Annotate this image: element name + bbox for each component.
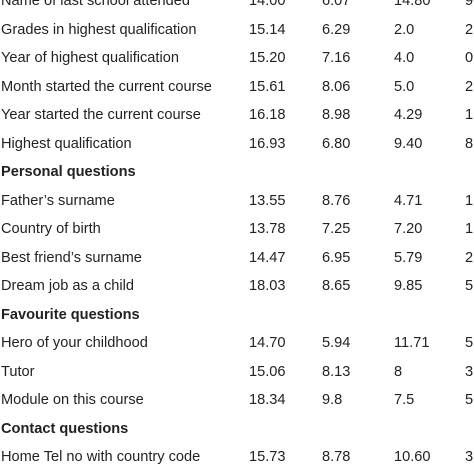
table-row: Module on this course 18.34 9.8 7.5 5 xyxy=(0,386,474,415)
value-cell-3: 4.29 xyxy=(394,107,423,123)
row-label: Home Tel no with country code xyxy=(1,449,201,465)
value-cell-3: 5.0 xyxy=(394,78,415,95)
value-cell-2: 8.98 xyxy=(322,107,351,123)
value-cell-4: 3 xyxy=(465,449,474,465)
value-cell-2: 6.80 xyxy=(322,135,351,152)
section-title: Personal questions xyxy=(1,164,136,180)
row-label: Year started the current course xyxy=(1,107,201,123)
value-cell-1: 14.47 xyxy=(249,249,286,266)
value-cell-1: 13.55 xyxy=(249,192,286,209)
value-cell-1: 14.70 xyxy=(249,335,286,351)
value-cell-4: 5.31 xyxy=(465,335,474,351)
value-cell-2: 9.8 xyxy=(322,392,343,408)
value-cell-3: 4.0 xyxy=(394,50,415,66)
table-row: Country of birth 13.78 7.25 7.20 1.37 xyxy=(0,215,474,244)
value-cell-1: 15.61 xyxy=(249,78,286,95)
value-cell-1: 14.00 xyxy=(249,0,286,9)
value-cell-4: 2.47 xyxy=(465,21,474,38)
section-header-row: Favourite questions xyxy=(0,301,474,330)
value-cell-4: 1.26 xyxy=(465,192,474,209)
section-header-row: Contact questions xyxy=(0,415,474,444)
value-cell-3: 9.40 xyxy=(394,135,423,152)
table-row: Home Tel no with country code 15.73 8.78 10… xyxy=(0,443,474,472)
value-cell-1: 15.06 xyxy=(249,363,286,380)
table-row: Tutor 15.06 8.13 8 3.48 xyxy=(0,358,474,387)
value-cell-2: 6.29 xyxy=(322,21,351,38)
table-row: Best friend’s surname 14.47 6.95 5.79 2.57 xyxy=(0,244,474,273)
value-cell-1: 16.18 xyxy=(249,107,286,123)
table-row: Year of highest qualification 15.20 7.16 4.… xyxy=(0,44,474,73)
value-cell-3: 4.71 xyxy=(394,192,423,209)
value-cell-4: 2.57 xyxy=(465,249,474,266)
row-label: Highest qualification xyxy=(1,135,132,152)
value-cell-4: 9.38 xyxy=(465,0,474,9)
value-cell-2: 5.94 xyxy=(322,335,351,351)
value-cell-4: 0 xyxy=(465,50,474,66)
value-cell-4: 5.24 xyxy=(465,278,474,294)
value-cell-4: 1.37 xyxy=(465,221,474,237)
value-cell-2: 8.78 xyxy=(322,449,351,465)
table-row: Year started the current course 16.18 8.98… xyxy=(0,101,474,130)
value-cell-3: 9.85 xyxy=(394,278,423,294)
row-label: Country of birth xyxy=(1,221,101,237)
value-cell-2: 7.25 xyxy=(322,221,351,237)
value-cell-3: 5.79 xyxy=(394,249,423,266)
section-title: Favourite questions xyxy=(1,306,140,323)
value-cell-3: 7.5 xyxy=(394,392,415,408)
table-row: Dream job as a child 18.03 8.65 9.85 5.24 xyxy=(0,272,474,301)
value-cell-4: 5 xyxy=(465,392,474,408)
value-cell-3: 2.0 xyxy=(394,21,415,38)
section-header-row: Personal questions xyxy=(0,158,474,187)
value-cell-1: 18.03 xyxy=(249,278,286,294)
value-cell-3: 8 xyxy=(394,363,403,380)
row-label: Father’s surname xyxy=(1,192,115,209)
value-cell-1: 15.20 xyxy=(249,50,286,66)
value-cell-2: 8.06 xyxy=(322,78,351,95)
row-label: Year of highest qualification xyxy=(1,50,179,66)
row-label: Hero of your childhood xyxy=(1,335,148,351)
value-cell-3: 11.71 xyxy=(394,335,430,351)
table-row: Father’s surname 13.55 8.76 4.71 1.26 xyxy=(0,187,474,216)
table-row: Grades in highest qualification 15.14 6.29… xyxy=(0,16,474,45)
table-row: Hero of your childhood 14.70 5.94 11.71 5.31 xyxy=(0,329,474,358)
value-cell-1: 15.73 xyxy=(249,449,286,465)
row-label: Tutor xyxy=(1,363,35,380)
value-cell-1: 15.14 xyxy=(249,21,286,38)
value-cell-1: 13.78 xyxy=(249,221,286,237)
table-row: Highest qualification 16.93 6.80 9.40 8.47 xyxy=(0,130,474,159)
value-cell-1: 16.93 xyxy=(249,135,286,152)
row-label: Name of last school attended xyxy=(1,0,191,9)
row-label: Dream job as a child xyxy=(1,278,135,294)
row-label: Month started the current course xyxy=(1,78,212,95)
value-cell-4: 2.03 xyxy=(465,78,474,95)
value-cell-4: 3.48 xyxy=(465,363,474,380)
section-title: Contact questions xyxy=(1,420,129,437)
value-cell-4: 8.47 xyxy=(465,135,474,152)
value-cell-2: 8.13 xyxy=(322,363,351,380)
value-cell-2: 6.07 xyxy=(322,0,351,9)
value-cell-1: 18.34 xyxy=(249,392,286,408)
value-cell-2: 7.16 xyxy=(322,50,351,66)
row-label: Best friend’s surname xyxy=(1,249,142,266)
value-cell-3: 14.80 xyxy=(394,0,431,9)
row-label: Grades in highest qualification xyxy=(1,21,197,38)
value-cell-4: 1.07 xyxy=(465,107,474,123)
table-row: Month started the current course 15.61 8.0… xyxy=(0,73,474,102)
value-cell-2: 8.76 xyxy=(322,192,351,209)
table-row: Name of last school attended 14.00 6.07 14.… xyxy=(0,0,474,16)
value-cell-2: 6.95 xyxy=(322,249,351,266)
value-cell-2: 8.65 xyxy=(322,278,351,294)
row-label: Module on this course xyxy=(1,392,144,408)
value-cell-3: 10.60 xyxy=(394,449,431,465)
value-cell-3: 7.20 xyxy=(394,221,423,237)
